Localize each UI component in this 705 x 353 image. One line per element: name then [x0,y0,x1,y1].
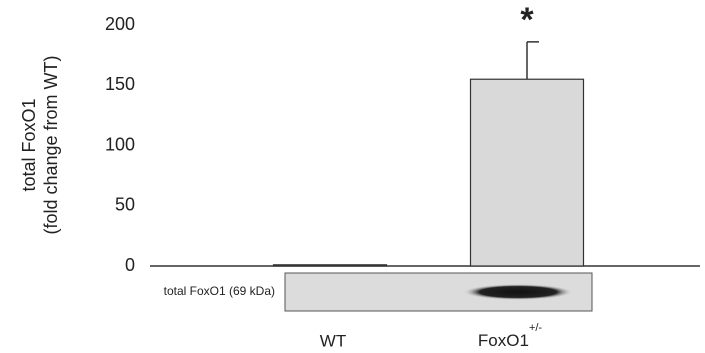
y-label-line: (fold change from WT) [41,55,61,234]
annotation: * [520,1,534,39]
x-tick-label: WT [320,331,346,350]
bar [274,265,387,266]
x-tick-label: FoxO1+/- [478,322,543,351]
y-tick-label: 0 [125,255,135,275]
y-tick-label: 150 [105,74,135,94]
bar [471,79,584,266]
y-tick-label: 200 [105,14,135,34]
y-label-line: total FoxO1 [19,98,39,191]
blot-band [463,284,573,300]
y-axis-label: total FoxO1 (fold change from WT) [19,55,61,234]
y-tick-label: 50 [115,195,135,215]
blot-label: total FoxO1 (69 kDa) [164,284,275,298]
y-tick-label: 100 [105,134,135,154]
chart: total FoxO1 (fold change from WT) total … [0,0,705,353]
